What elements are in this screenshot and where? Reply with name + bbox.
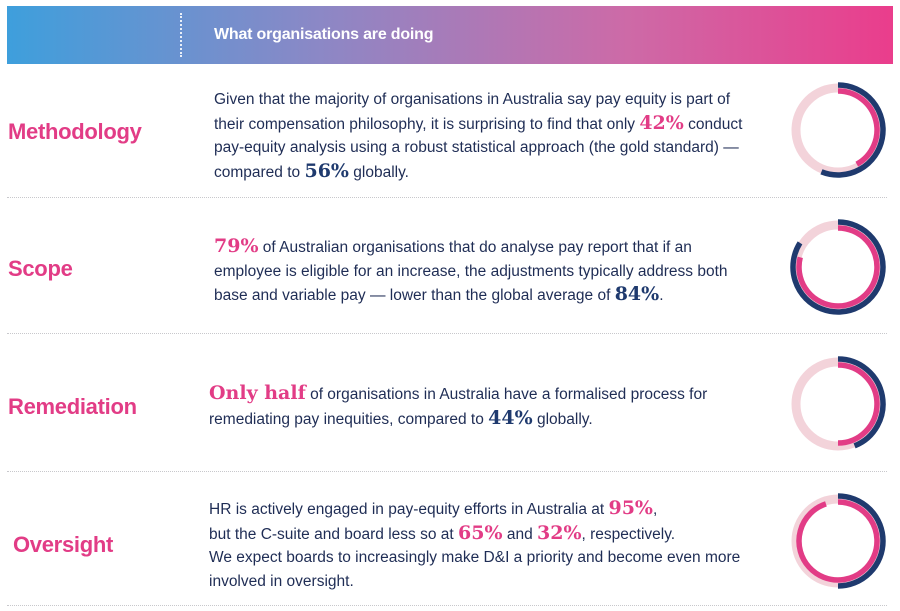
stat-value: 32% <box>537 521 582 544</box>
donut-arc-australia <box>837 362 880 446</box>
text-part: globally. <box>532 410 593 428</box>
text-part: globally. <box>348 163 409 181</box>
donut-track <box>791 220 885 314</box>
stat-value: 84% <box>614 283 660 305</box>
row-divider <box>7 333 887 334</box>
donut-svg <box>790 219 886 315</box>
donut-svg <box>791 356 886 451</box>
row-divider <box>7 471 887 472</box>
row-divider <box>7 605 887 606</box>
stat-value: 65% <box>458 521 503 544</box>
donut-arc-global <box>837 493 886 589</box>
donut-chart-oversight <box>788 491 888 591</box>
text-part: , <box>652 501 658 518</box>
stat-value: 79% <box>214 235 259 257</box>
section-header-band: What organisations are doing <box>7 6 893 64</box>
header-divider <box>180 13 182 57</box>
text-part: HR is actively engaged in pay-equity eff… <box>209 501 609 518</box>
stat-value: 95% <box>608 497 653 519</box>
text-part: and <box>502 525 537 543</box>
donut-track <box>791 357 885 451</box>
text-line: We expect boards to increasingly make D&… <box>209 546 754 593</box>
text-part: Given that the majority of organisations… <box>214 91 731 133</box>
text-part: conduct pay-equity analysis using a robu… <box>214 115 743 181</box>
row-divider <box>7 197 887 198</box>
donut-track <box>791 83 885 177</box>
section-label-methodology: Methodology <box>8 119 142 144</box>
text-part: of Australian organisations that do anal… <box>214 239 728 304</box>
section-label-scope: Scope <box>8 256 73 281</box>
stat-value: Only half <box>209 382 306 404</box>
text-part: . <box>659 287 664 304</box>
donut-arc-global <box>837 356 886 449</box>
donut-track <box>791 494 885 588</box>
stat-value: 42% <box>639 111 684 134</box>
header-title: What organisations are doing <box>214 26 434 43</box>
donut-arc-australia <box>796 225 880 309</box>
donut-arc-australia <box>837 88 880 167</box>
stat-value: 56% <box>304 159 349 182</box>
text-part: of organisations in Australia have a for… <box>209 386 708 428</box>
section-label-remediation: Remediation <box>8 394 137 419</box>
text-line: HR is actively engaged in pay-equity eff… <box>209 497 769 522</box>
section-text-methodology: Given that the majority of organisations… <box>214 88 754 184</box>
donut-chart-methodology <box>788 80 888 180</box>
text-part: but the C-suite and board less so at <box>209 525 459 543</box>
donut-svg <box>791 493 886 589</box>
donut-arc-global <box>790 219 886 315</box>
section-text-scope: 79% of Australian organisations that do … <box>214 235 744 308</box>
text-part: , respectively. <box>581 525 676 543</box>
text-part: We expect boards to increasingly make D&… <box>209 549 741 590</box>
donut-svg <box>791 82 886 178</box>
donut-arc-australia <box>796 499 880 583</box>
stat-value: 44% <box>488 406 533 429</box>
donut-chart-scope <box>788 217 888 317</box>
donut-chart-remediation <box>788 354 888 454</box>
text-line: but the C-suite and board less so at 65%… <box>209 522 769 547</box>
section-text-remediation: Only half of organisations in Australia … <box>209 382 754 431</box>
donut-arc-global <box>820 82 886 178</box>
section-text-oversight: HR is actively engaged in pay-equity eff… <box>209 497 769 593</box>
section-label-oversight: Oversight <box>13 532 113 557</box>
